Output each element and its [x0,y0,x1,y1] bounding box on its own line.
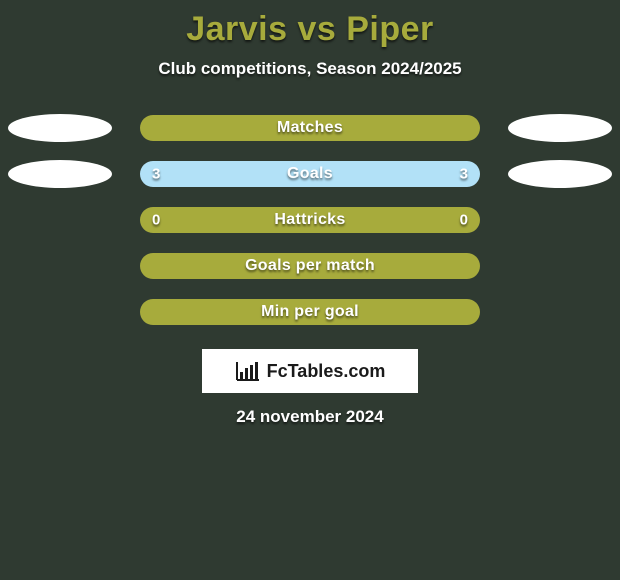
page-title: Jarvis vs Piper [0,0,620,49]
stat-value-right: 0 [460,212,468,229]
stat-label: Goals [287,165,333,183]
stat-value-left: 0 [152,212,160,229]
stat-bar-goals: 3 Goals 3 [140,161,480,187]
stat-label: Min per goal [261,303,359,321]
brand-text: FcTables.com [267,361,386,382]
stat-bar-matches: Matches [140,115,480,141]
stat-label: Hattricks [274,211,345,229]
player-ellipse-left [8,114,112,142]
stat-bar-goals-per-match: Goals per match [140,253,480,279]
stat-bar-hattricks: 0 Hattricks 0 [140,207,480,233]
stat-bar-min-per-goal: Min per goal [140,299,480,325]
footer-date: 24 november 2024 [0,407,620,427]
player-ellipse-right [508,114,612,142]
stat-row: 3 Goals 3 [0,151,620,197]
stat-row: Matches [0,105,620,151]
player-ellipse-left [8,160,112,188]
stat-value-left: 3 [152,166,160,183]
stat-label: Matches [277,119,343,137]
stat-rows: Matches 3 Goals 3 0 Hattricks 0 [0,105,620,335]
stat-label: Goals per match [245,257,375,275]
page-subtitle: Club competitions, Season 2024/2025 [0,59,620,79]
stat-row: Goals per match [0,243,620,289]
player-ellipse-right [508,160,612,188]
stat-row: Min per goal [0,289,620,335]
stat-value-right: 3 [460,166,468,183]
brand-badge: FcTables.com [202,349,418,393]
footer: FcTables.com 24 november 2024 [0,349,620,427]
bar-chart-icon [235,360,261,382]
stat-row: 0 Hattricks 0 [0,197,620,243]
stats-infographic: Jarvis vs Piper Club competitions, Seaso… [0,0,620,580]
